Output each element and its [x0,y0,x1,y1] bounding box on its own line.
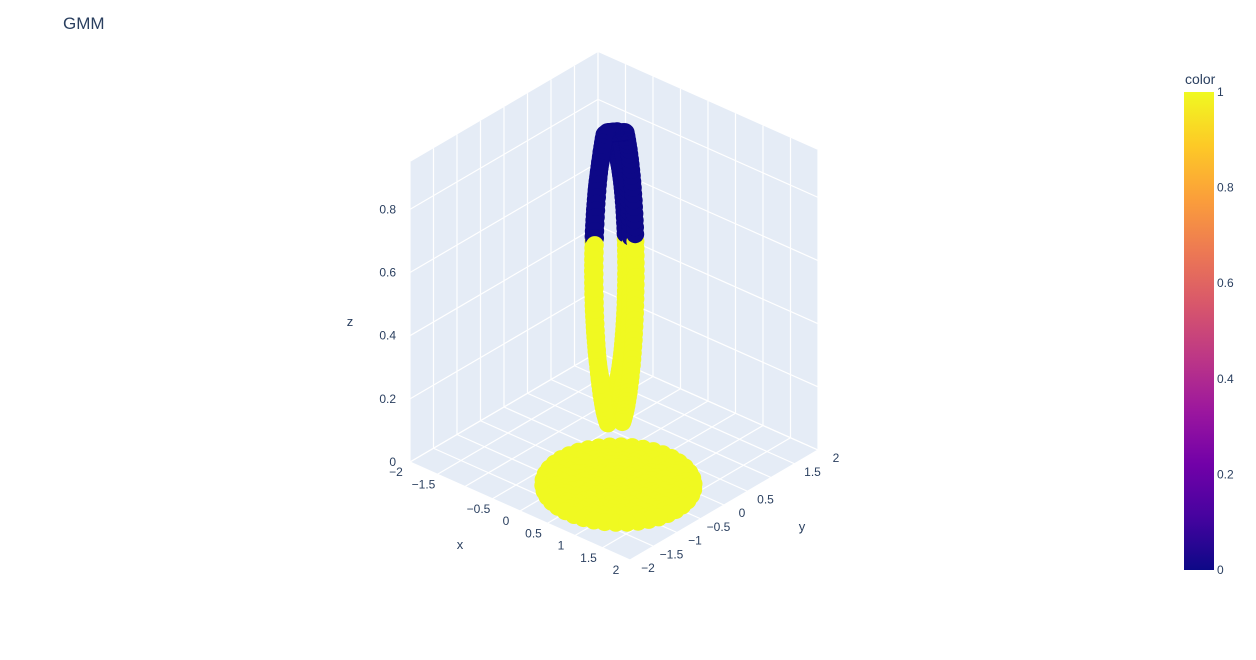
colorbar-tick-label: 0.6 [1217,276,1234,290]
x-tick-label: 2 [613,563,620,577]
x-tick-label: −2 [389,465,403,479]
y-tick-label: −1.5 [660,547,684,561]
tick-labels: −2 −1.5 −0.5 0 0.5 1 1.5 2 −2 −1.5 −1 −0.5 0 0.5 1.5 2 0… [379,202,839,577]
colorbar-tick-label: 0 [1217,563,1224,577]
data-point [613,413,632,432]
axis-titles: x y z [347,314,806,552]
colorbar-tick-label: 1 [1217,85,1224,99]
x-axis-title: x [457,537,464,552]
z-tick-label: 0.6 [379,266,396,280]
y-axis-title: y [799,519,806,534]
x-tick-label: 0 [503,514,510,528]
x-tick-label: 1.5 [580,551,597,565]
data-point [618,513,637,532]
z-tick-label: 0 [389,455,396,469]
y-tick-label: −2 [641,561,655,575]
colorbar: color 0 0.2 0.4 0.6 0.8 1 [1184,71,1234,577]
grid-z-right [597,98,819,198]
colorbar-tick-label: 0.8 [1217,181,1234,195]
x-tick-label: 1 [558,539,565,553]
x-tick-label: −0.5 [467,502,491,516]
y-tick-label: −1 [688,534,702,548]
grid-z-left [409,162,599,274]
x-tick-label: 0.5 [525,526,542,540]
y-tick-label: 0 [739,506,746,520]
colorbar-tick-label: 0.4 [1217,372,1234,386]
y-tick-label: −0.5 [707,520,731,534]
grid-z-left [409,225,599,337]
data-point [585,264,604,283]
grid-floor-y [550,378,772,479]
grid-floor-x [629,449,819,561]
z-tick-label: 0.8 [379,202,396,216]
y-tick-label: 2 [833,451,840,465]
grid-z-left [409,288,599,400]
z-tick-label: 0.2 [379,392,396,406]
grid-z-left [409,351,599,463]
z-axis-title: z [347,314,354,329]
grid-z-left [409,98,599,210]
colorbar-title: color [1185,71,1216,87]
colorbar-gradient [1184,92,1214,570]
y-tick-label: 1.5 [804,465,821,479]
scatter-points [534,122,703,532]
colorbar-tick-label: 0.2 [1217,467,1234,481]
chart-title: GMM [63,14,105,33]
z-tick-label: 0.4 [379,329,396,343]
x-tick-label: −1.5 [412,477,436,491]
y-tick-label: 0.5 [757,492,774,506]
